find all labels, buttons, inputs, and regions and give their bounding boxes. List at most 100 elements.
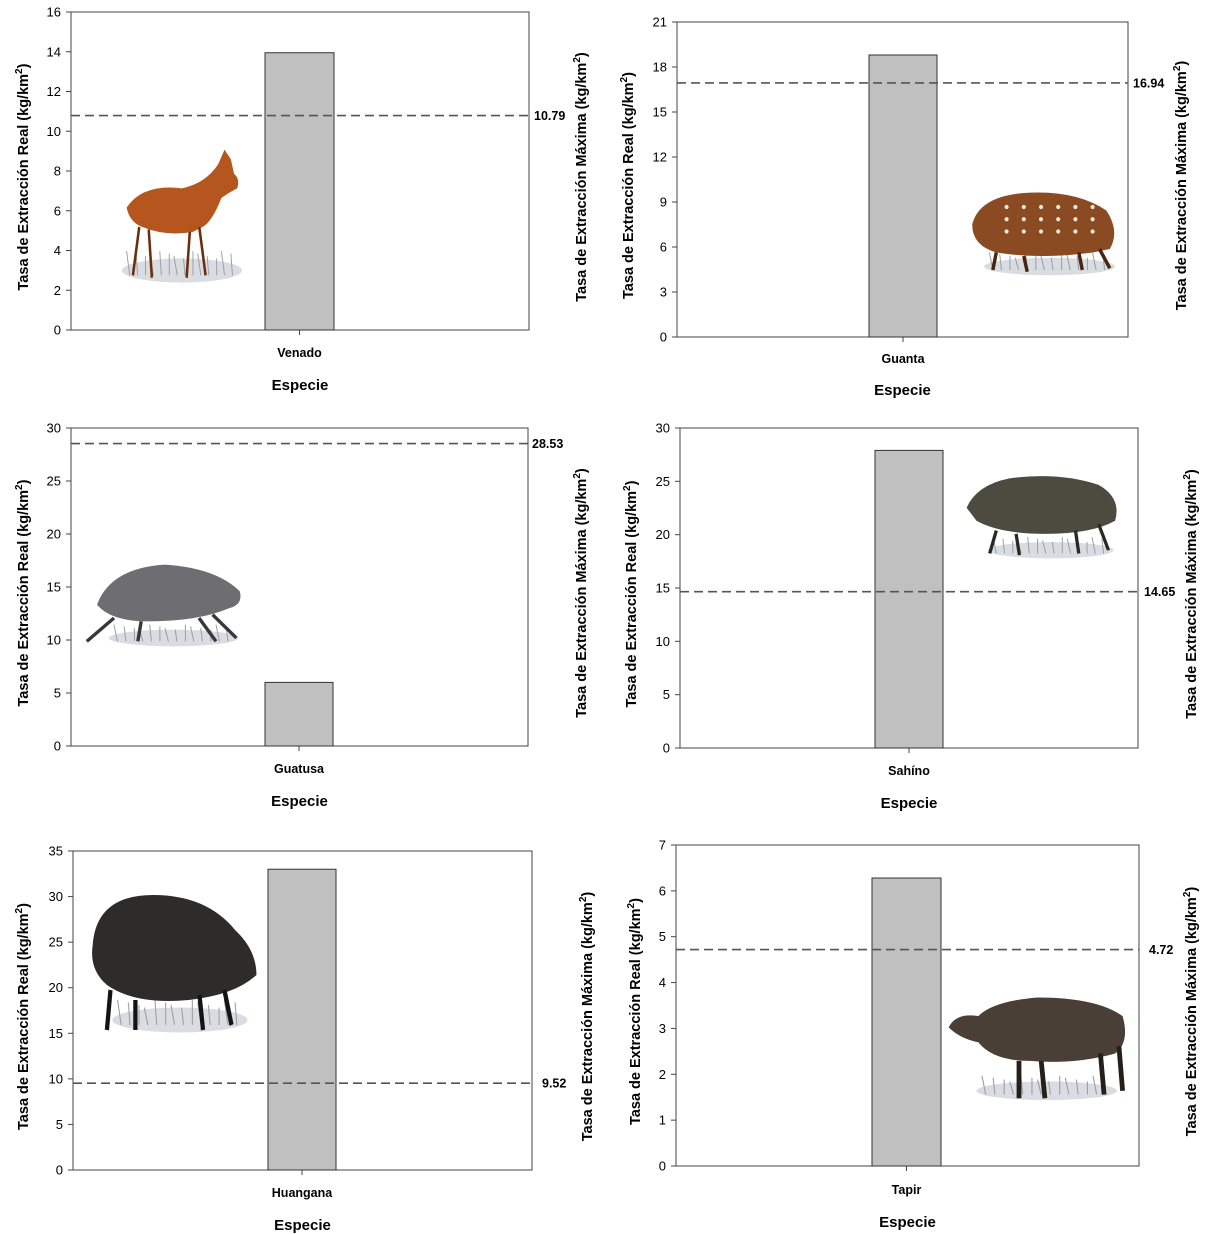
- y-tick-label: 3: [659, 1021, 666, 1036]
- grass-stroke: [992, 1077, 996, 1095]
- paca-spot: [1004, 217, 1009, 222]
- grass-stroke: [1040, 255, 1045, 271]
- paca-spot: [1021, 217, 1026, 222]
- paca-spot: [1090, 204, 1095, 210]
- x-axis-title: Especie: [274, 1217, 331, 1234]
- y-axis-title-exponent: 2: [619, 76, 630, 82]
- paca-spot: [1073, 217, 1078, 222]
- grass-stroke: [999, 254, 1002, 271]
- y-tick-label: 14: [47, 44, 61, 59]
- x-axis-title: Especie: [879, 1214, 936, 1231]
- grass-stroke: [1092, 1075, 1098, 1095]
- y-axis-title-right: Tasa de Extracción Máxima (kg/km2): [1182, 469, 1200, 719]
- y-axis-title-exponent: 2: [622, 485, 633, 491]
- y-tick-label: 0: [56, 1163, 63, 1178]
- paca-spot: [1038, 217, 1044, 222]
- chart-panel-tapir: 0 1 2 3 4 5 6 7 4.72 Tapir Especie Tasa de Extracci…: [626, 838, 1200, 1232]
- grass-stroke: [174, 629, 178, 642]
- grass-stroke: [1009, 1081, 1014, 1095]
- paca-spot: [1056, 204, 1061, 210]
- y-axis-title-left: Tasa de Extracción Real (kg/km2): [622, 480, 640, 707]
- deer-illustration: [121, 149, 242, 283]
- y-axis-title-close: ): [16, 479, 32, 484]
- y-tick-label: 15: [49, 1026, 63, 1041]
- y-axis-title-text: Tasa de Extracción Máxima (kg/km: [1174, 71, 1190, 310]
- chart-panel-venado: 0 2 4 6 8 10 12 14 16 10.79 Venado Especie Tasa de E…: [14, 5, 590, 395]
- paca-spot: [1038, 204, 1044, 210]
- y-axis-title-text: Tasa de Extracción Máxima (kg/km: [1184, 480, 1200, 719]
- paca-spot: [1073, 229, 1078, 234]
- grass-stroke: [170, 1004, 176, 1026]
- y-axis-title-right: Tasa de Extracción Máxima (kg/km2): [572, 52, 590, 302]
- y-axis-title-close: ): [1184, 887, 1200, 892]
- white-lipped-peccary-illustration: [92, 895, 257, 1033]
- grass-stroke: [206, 255, 210, 276]
- y-tick-label: 9: [660, 195, 667, 210]
- grass-stroke: [1027, 537, 1030, 554]
- y-tick-label: 4: [54, 243, 61, 258]
- paca-spot: [1073, 204, 1078, 210]
- y-axis-title-close: ): [624, 480, 640, 485]
- y-tick-label: 25: [49, 935, 63, 950]
- paca-body: [972, 192, 1115, 256]
- y-tick-label: 5: [663, 687, 670, 702]
- y-tick-label: 10: [656, 634, 670, 649]
- grass-stroke: [215, 624, 220, 642]
- grass-stroke: [127, 1002, 131, 1026]
- grass-stroke: [1036, 1079, 1042, 1095]
- reference-line-label: 28.53: [532, 437, 563, 451]
- reference-line-label: 4.72: [1149, 943, 1173, 957]
- y-axis-title-close: ): [16, 63, 32, 68]
- agouti-body: [97, 564, 241, 622]
- grass-stroke: [190, 626, 195, 642]
- reference-line-label: 14.65: [1144, 585, 1175, 599]
- grass-stroke: [1042, 540, 1047, 554]
- chart-panel-sahino: 0 5 10 15 20 25 30 14.65 Sahíno Especie Tasa de Ex…: [622, 421, 1200, 813]
- paca-spot: [1090, 217, 1095, 222]
- y-axis-title-right: Tasa de Extracción Máxima (kg/km2): [1182, 887, 1200, 1137]
- x-axis-title: Especie: [874, 382, 931, 399]
- y-axis-title-exponent: 2: [14, 484, 25, 490]
- paca-spot: [1056, 217, 1061, 222]
- y-axis-title-text: Tasa de Extracción Real (kg/km: [628, 908, 644, 1125]
- y-tick-label: 20: [656, 527, 670, 542]
- grass-stroke: [1075, 1079, 1079, 1095]
- y-tick-label: 2: [659, 1067, 666, 1082]
- x-axis-title: Especie: [271, 793, 328, 810]
- y-tick-label: 18: [653, 60, 667, 75]
- deer-body: [126, 149, 239, 234]
- y-tick-label: 30: [656, 421, 670, 436]
- y-tick-label: 5: [56, 1117, 63, 1132]
- y-tick-label: 12: [47, 84, 61, 99]
- grass-stroke: [123, 626, 127, 642]
- y-tick-label: 10: [49, 1071, 63, 1086]
- y-tick-label: 25: [656, 474, 670, 489]
- chart-panel-guatusa: 0 5 10 15 20 25 30 28.53 Guatusa Especie Tasa de E…: [14, 421, 590, 811]
- y-axis-title-close: ): [580, 892, 596, 897]
- agouti-legs: [85, 613, 238, 643]
- grass-stroke: [159, 251, 162, 276]
- y-axis-title-close: ): [574, 468, 590, 473]
- y-axis-title-exponent: 2: [1182, 474, 1193, 480]
- tapir-illustration: [948, 997, 1126, 1101]
- y-axis-title-text: Tasa de Extracción Real (kg/km: [624, 491, 640, 708]
- y-tick-label: 6: [659, 883, 666, 898]
- peccary-legs: [104, 989, 234, 1031]
- grass-stroke: [197, 253, 202, 276]
- grass-stroke: [981, 1075, 987, 1095]
- y-axis-title-left: Tasa de Extracción Real (kg/km2): [14, 63, 32, 290]
- y-tick-label: 6: [660, 240, 667, 255]
- y-axis-title-text: Tasa de Extracción Máxima (kg/km: [1184, 897, 1200, 1136]
- y-axis-title-close: ): [16, 903, 32, 908]
- grass-stroke: [220, 251, 226, 276]
- grass-stroke: [200, 627, 203, 642]
- y-tick-label: 7: [659, 838, 666, 853]
- chart-panel-guanta: 0 3 6 9 12 15 18 21 16.94 Guanta Especie Tasa de Ex…: [619, 15, 1190, 400]
- bar: [267, 868, 337, 1171]
- y-axis-title-text: Tasa de Extracción Real (kg/km: [16, 490, 32, 707]
- y-tick-label: 5: [54, 686, 61, 701]
- paca-illustration: [972, 192, 1115, 276]
- y-axis-title-exponent: 2: [14, 68, 25, 74]
- y-axis-title-text: Tasa de Extracción Máxima (kg/km: [580, 902, 596, 1141]
- y-axis-title-close: ): [1184, 469, 1200, 474]
